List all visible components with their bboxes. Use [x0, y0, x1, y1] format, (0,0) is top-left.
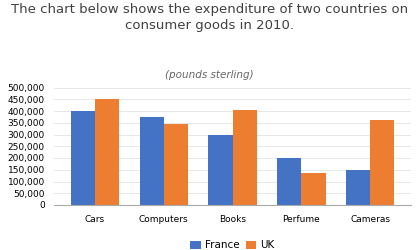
Bar: [370, 120, 394, 205]
Bar: [95, 99, 119, 205]
Text: (pounds sterling): (pounds sterling): [165, 70, 254, 80]
Bar: [71, 111, 95, 205]
Text: The chart below shows the expenditure of two countries on
consumer goods in 2010: The chart below shows the expenditure of…: [11, 2, 408, 32]
Bar: [140, 117, 164, 205]
Bar: [346, 170, 370, 205]
Bar: [233, 110, 257, 205]
Bar: [277, 158, 301, 205]
Bar: [164, 124, 188, 205]
Bar: [301, 173, 326, 205]
Legend: France, UK: France, UK: [186, 236, 279, 250]
Bar: [208, 134, 233, 205]
